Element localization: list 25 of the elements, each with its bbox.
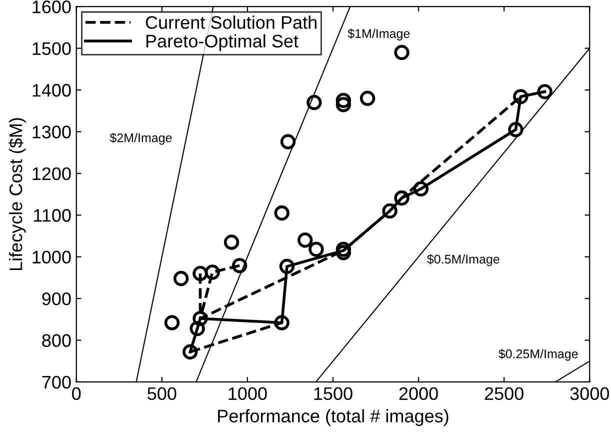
legend-label: Pareto-Optimal Set [146,34,298,52]
y-tick-label: 1400 [32,84,71,97]
x-tick-label: 1500 [314,387,352,400]
y-tick-label: 1600 [32,0,71,14]
y-tick-label: 1500 [32,42,71,56]
x-tick-label: 0 [72,387,81,400]
x-tick-label: 2000 [399,387,438,400]
y-tick-label: 1300 [32,126,71,138]
annotation: $1M/Image [348,28,410,40]
y-tick-label: 1100 [34,209,71,222]
y-tick-label: 1000 [32,250,71,264]
y-axis-title: Lifecycle Cost ($M) [8,118,26,270]
legend-label: Current Solution Path [146,16,316,29]
annotation: $2M/Image [110,132,172,145]
y-tick-label: 800 [42,334,71,347]
x-tick-label: 500 [148,387,176,400]
y-tick-label: 900 [42,292,71,306]
annotation: $0.5M/Image [427,254,500,266]
x-tick-label: 3000 [570,387,609,400]
x-tick-label: 1000 [228,387,267,400]
y-tick-label: 700 [42,376,71,389]
x-axis-title: Performance (total # images) [218,409,448,426]
x-tick-label: 2500 [484,387,524,400]
annotation: $0.25M/Image [498,348,578,361]
y-tick-label: 1200 [32,167,71,180]
